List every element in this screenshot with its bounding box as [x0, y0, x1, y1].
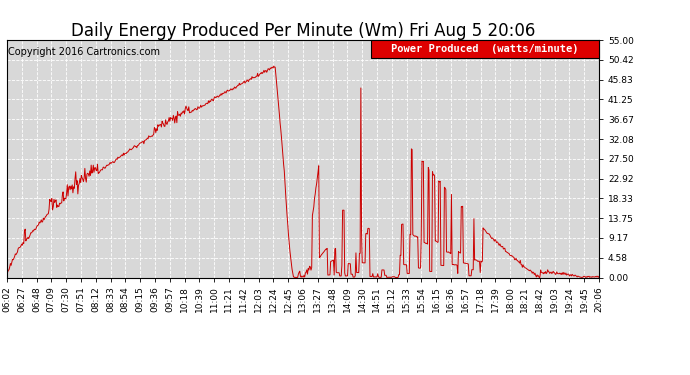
Text: Copyright 2016 Cartronics.com: Copyright 2016 Cartronics.com — [8, 47, 160, 57]
Title: Daily Energy Produced Per Minute (Wm) Fri Aug 5 20:06: Daily Energy Produced Per Minute (Wm) Fr… — [70, 22, 535, 40]
FancyBboxPatch shape — [371, 40, 599, 58]
Text: Power Produced  (watts/minute): Power Produced (watts/minute) — [391, 44, 579, 54]
